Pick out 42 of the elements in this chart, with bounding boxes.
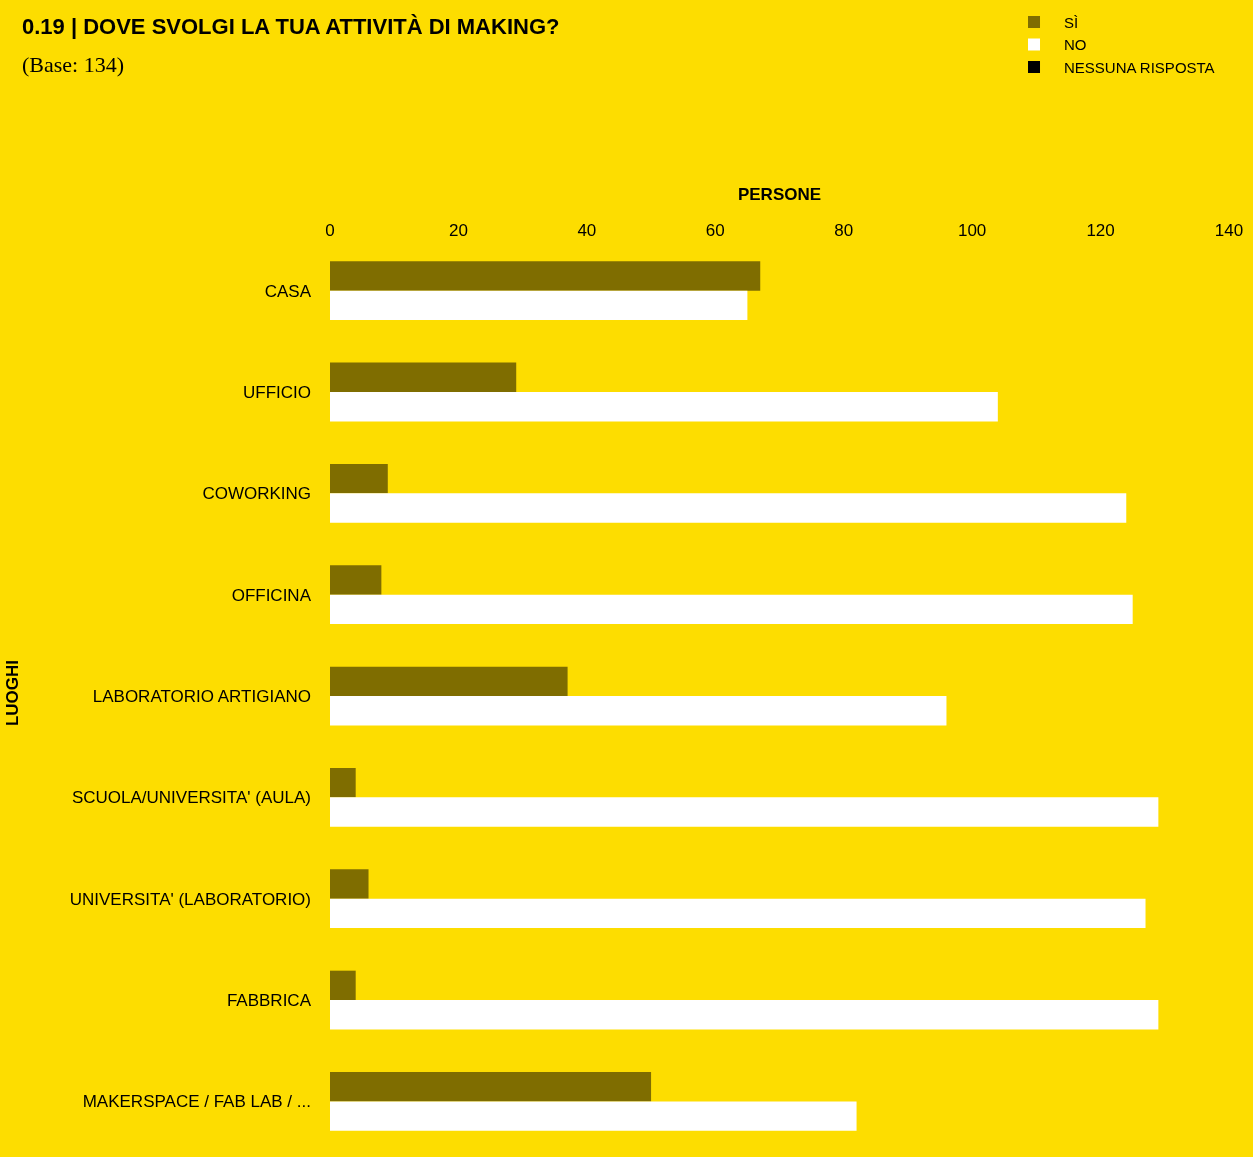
y-tick-label: UFFICIO <box>243 382 311 402</box>
x-axis-title: PERSONE <box>737 185 822 205</box>
y-tick-label: LABORATORIO ARTIGIANO <box>92 686 311 706</box>
bar <box>330 261 761 291</box>
bar <box>330 1000 1159 1030</box>
y-tick-label: FABBRICA <box>226 991 312 1011</box>
bar <box>330 767 356 798</box>
bar <box>330 1101 857 1131</box>
bar <box>330 797 1159 827</box>
bar <box>330 362 517 393</box>
bar <box>330 392 998 422</box>
x-tick-label: 60 <box>705 220 725 240</box>
y-tick-label: OFFICINA <box>231 585 312 605</box>
bar <box>330 970 356 1001</box>
x-tick-label: 100 <box>957 220 987 240</box>
y-tick-label: COWORKING <box>202 484 311 504</box>
text: (Base: 134) <box>22 52 125 77</box>
y-tick-label: SCUOLA/UNIVERSITA' (AULA) <box>71 788 311 808</box>
bar <box>330 898 1146 929</box>
bar <box>330 869 369 899</box>
bar <box>330 493 1127 523</box>
x-tick-label: 40 <box>577 220 597 240</box>
bar <box>330 463 388 494</box>
y-axis-title: LUOGHI <box>3 659 23 727</box>
x-tick-label: 80 <box>834 220 854 240</box>
bar <box>330 1072 652 1102</box>
y-tick-label: UNIVERSITA' (LABORATORIO) <box>69 889 311 909</box>
x-tick-label: 0 <box>325 220 335 240</box>
legend-label: NO <box>1064 36 1087 54</box>
bar <box>330 696 947 726</box>
legend-label: SÌ <box>1064 13 1079 31</box>
legend-label: NESSUNA RISPOSTA <box>1064 58 1215 76</box>
x-tick-label: 140 <box>1214 220 1244 240</box>
x-tick-label: 120 <box>1086 220 1115 240</box>
chart-title: 0.19 | DOVE SVOLGI LA TUA ATTIVITÀ DI MAKING? <box>22 14 560 39</box>
y-tick-label: CASA <box>264 281 312 301</box>
x-tick-label: 20 <box>448 220 468 240</box>
y-tick-label: MAKERSPACE / FAB LAB / ... <box>82 1092 311 1112</box>
bar <box>330 666 568 697</box>
bar <box>330 594 1133 625</box>
bar <box>330 565 382 595</box>
bar <box>330 290 748 321</box>
